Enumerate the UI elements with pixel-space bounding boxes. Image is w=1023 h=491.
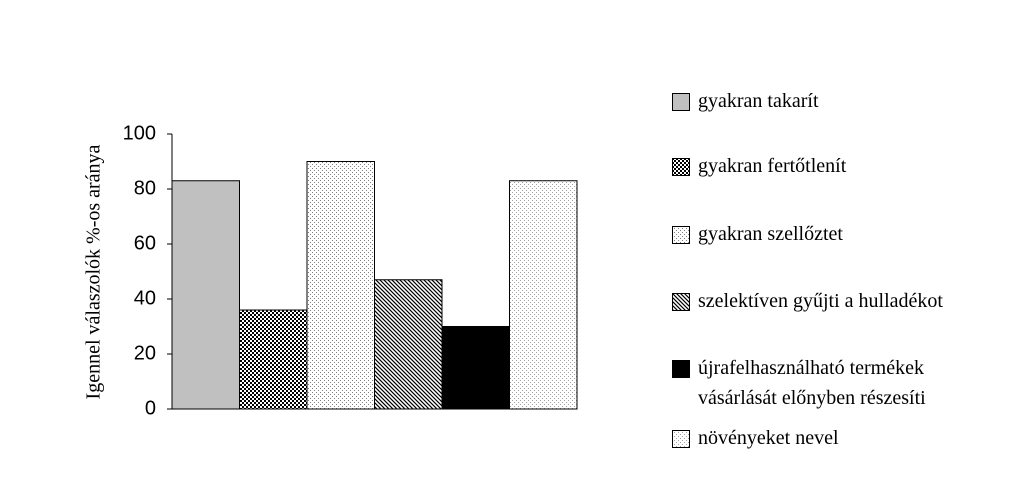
legend-label: növényeket nevel: [698, 427, 839, 449]
bar: [306, 161, 375, 410]
legend-label: gyakran szellőztet: [698, 223, 843, 245]
legend-swatch: [672, 93, 690, 111]
bar: [171, 180, 240, 410]
y-tick-label: 0: [145, 397, 156, 419]
bar: [441, 326, 510, 410]
y-tick-label: 20: [134, 342, 156, 364]
legend-label: gyakran fertőtlenít: [698, 155, 847, 177]
legend-swatch: [672, 430, 690, 448]
legend-swatch: [672, 360, 690, 378]
legend-label: újrafelhasználható termékek vásárlását e…: [698, 357, 926, 409]
bar: [374, 279, 443, 410]
y-tick-label: 60: [134, 232, 156, 254]
legend-item: szelektíven gyűjti a hulladékot: [672, 288, 998, 316]
legend-item: gyakran szellőztet: [672, 221, 998, 249]
legend-item: gyakran takarít: [672, 88, 998, 116]
bar: [239, 309, 308, 410]
y-tick-label: 40: [134, 287, 156, 309]
bar: [509, 180, 578, 410]
legend-swatch: [672, 158, 690, 176]
legend-item: gyakran fertőtlenít: [672, 153, 998, 181]
legend-item: növényeket nevel: [672, 425, 998, 453]
y-tick-label: 100: [123, 122, 156, 144]
legend-label: gyakran takarít: [698, 90, 819, 112]
legend-swatch: [672, 293, 690, 311]
legend-swatch: [672, 226, 690, 244]
legend-item: újrafelhasználható termékek vásárlását e…: [672, 355, 998, 413]
y-axis-title: Igennel válaszolók %-os aránya: [83, 144, 105, 399]
y-tick-label: 80: [134, 177, 156, 199]
legend-label: szelektíven gyűjti a hulladékot: [698, 290, 943, 312]
